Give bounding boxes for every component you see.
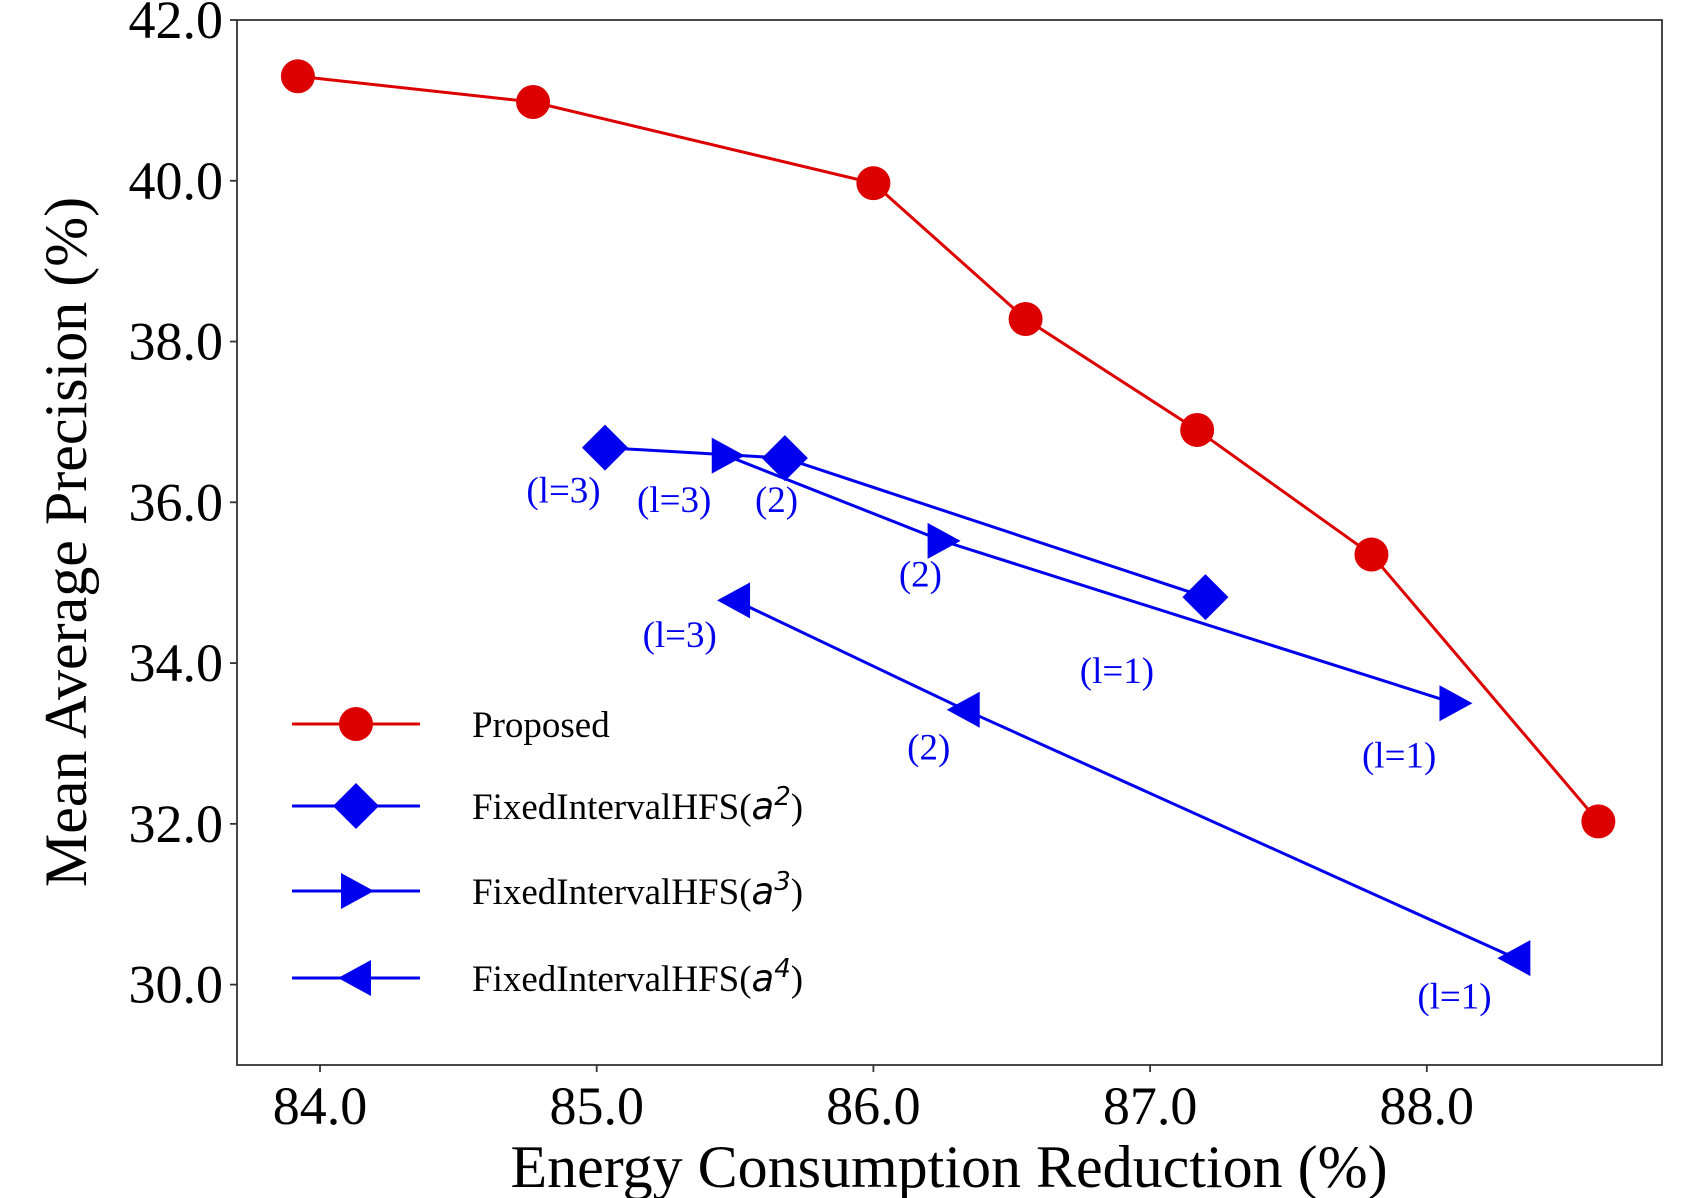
series-2-point	[927, 522, 961, 559]
legend-label-3: FixedIntervalHFS(a4)	[472, 954, 803, 1000]
series-2-point	[711, 437, 745, 474]
point-annotation: (l=3)	[637, 480, 711, 521]
legend: Proposed FixedIntervalHFS(a2) FixedInterva…	[292, 705, 803, 1000]
x-tick-label: 88.0	[1380, 1076, 1475, 1136]
legend-marker-0	[339, 707, 373, 741]
y-tick-label: 42.0	[129, 0, 224, 50]
series-0-point	[1581, 804, 1616, 839]
x-tick-label: 86.0	[826, 1076, 921, 1136]
x-axis-title: Energy Consumption Reduction (%)	[510, 1134, 1387, 1198]
y-tick-label: 34.0	[129, 633, 224, 693]
point-annotation: (2)	[907, 728, 950, 769]
point-annotation: (l=1)	[1080, 651, 1154, 692]
series-0-point	[516, 84, 551, 119]
point-annotation: (l=3)	[526, 470, 600, 511]
x-tick-label: 84.0	[273, 1076, 368, 1136]
axis-ticks: 84.0 85.0 86.0 87.0 88.0 30.0 32.0 34.0 36.0 38.0…	[129, 0, 1475, 1136]
y-tick-label: 38.0	[129, 312, 224, 372]
legend-marker-2	[341, 873, 374, 909]
series-0-point	[1180, 412, 1215, 447]
series-1-point	[1182, 574, 1229, 621]
legend-marker-1	[333, 783, 379, 829]
series-0-point	[280, 59, 315, 94]
y-tick-label: 36.0	[129, 472, 224, 532]
annotation-layer: (l=3) (l=3) (2) (2) (l=3) (l=1) (2) (l=1) (l=1)	[526, 470, 1491, 1017]
series-3-point	[1497, 940, 1531, 977]
series-2-point	[1439, 685, 1473, 722]
legend-label-0: Proposed	[472, 705, 610, 746]
series-0-point	[856, 166, 891, 201]
y-axis-title: Mean Average Precision (%)	[33, 197, 99, 887]
x-tick-label: 87.0	[1103, 1076, 1198, 1136]
x-tick-label: 85.0	[549, 1076, 644, 1136]
plot-frame	[236, 19, 1663, 1066]
series-0-point	[1008, 302, 1043, 337]
point-annotation: (l=1)	[1362, 736, 1436, 777]
point-annotation: (2)	[755, 480, 798, 521]
legend-marker-3	[338, 960, 371, 996]
point-annotation: (2)	[899, 555, 942, 596]
series-3-point	[717, 582, 751, 619]
point-annotation: (l=1)	[1417, 977, 1491, 1018]
series-3-point	[946, 691, 980, 728]
series-1-point	[582, 424, 629, 471]
legend-label-2: FixedIntervalHFS(a3)	[472, 867, 803, 913]
y-tick-label: 30.0	[129, 955, 224, 1015]
series-layer	[280, 59, 1616, 977]
y-tick-label: 32.0	[129, 794, 224, 854]
series-0-point	[1354, 537, 1389, 572]
y-tick-label: 40.0	[129, 151, 224, 211]
legend-label-1: FixedIntervalHFS(a2)	[472, 782, 803, 828]
series-1-point	[761, 435, 808, 482]
point-annotation: (l=3)	[643, 615, 717, 656]
